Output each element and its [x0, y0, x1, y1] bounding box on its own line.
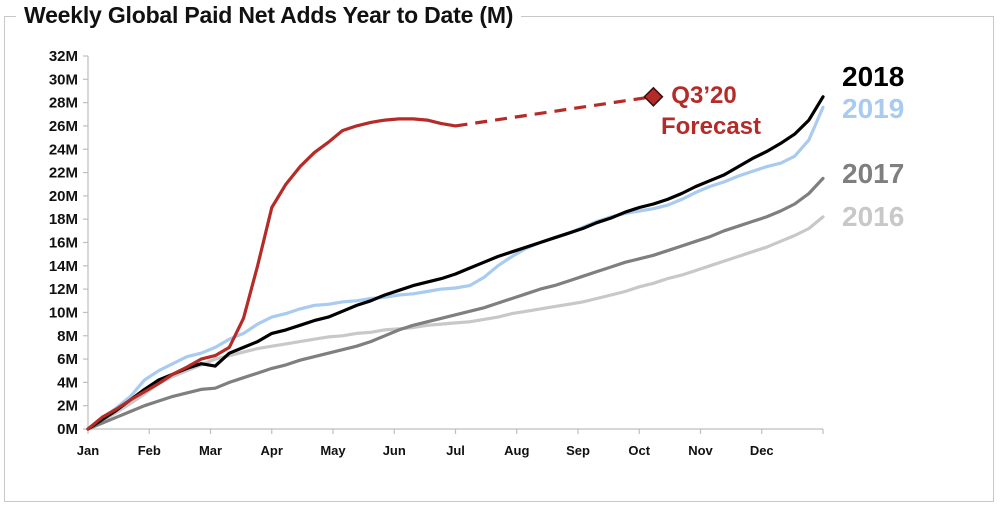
- series-label-2019: 2019: [842, 93, 904, 124]
- chart-title: Weekly Global Paid Net Adds Year to Date…: [16, 2, 522, 29]
- series-label-2017: 2017: [842, 158, 904, 189]
- y-tick-label: 22M: [49, 165, 78, 182]
- y-tick-label: 4M: [57, 374, 78, 391]
- y-tick-label: 26M: [49, 118, 78, 135]
- y-tick-label: 14M: [49, 258, 78, 275]
- forecast-label-line1: Q3’20: [671, 82, 736, 109]
- series-label-2018: 2018: [842, 61, 904, 92]
- x-tick-label: Apr: [261, 443, 283, 458]
- series-label-2016: 2016: [842, 201, 904, 232]
- x-tick-label: Aug: [504, 443, 529, 458]
- y-tick-label: 10M: [49, 304, 78, 321]
- y-tick-label: 28M: [49, 95, 78, 112]
- x-tick-label: Dec: [750, 443, 774, 458]
- y-tick-label: 24M: [49, 141, 78, 158]
- x-tick-label: Sep: [566, 443, 590, 458]
- x-tick-label: Mar: [199, 443, 222, 458]
- y-tick-label: 32M: [49, 48, 78, 65]
- x-tick-label: Oct: [628, 443, 650, 458]
- y-tick-label: 30M: [49, 71, 78, 88]
- series-line-2019: [86, 105, 825, 431]
- y-tick-label: 0M: [57, 421, 78, 438]
- x-tick-label: Jan: [77, 443, 99, 458]
- axes: 0M 2M 4M 6M 8M 10M 12M 14M 16M 18M 20M 22M 24M 26M 28M…: [49, 48, 824, 458]
- forecast-dashed-line: [455, 96, 646, 128]
- x-tick-label: Feb: [138, 443, 161, 458]
- forecast-label-line2: Forecast: [661, 113, 761, 140]
- y-tick-label: 18M: [49, 211, 78, 228]
- y-tick-label: 6M: [57, 351, 78, 368]
- x-tick-label: May: [320, 443, 346, 458]
- y-tick-label: 16M: [49, 235, 78, 252]
- forecast-annotation: Q3’20 Forecast: [455, 82, 761, 140]
- x-tick-label: Nov: [688, 443, 713, 458]
- series-line-2016: [86, 215, 825, 431]
- y-tick-label: 20M: [49, 188, 78, 205]
- y-tick-label: 12M: [49, 281, 78, 298]
- series-line-current: [86, 117, 458, 431]
- series-lines: [86, 95, 825, 431]
- forecast-point-marker: [643, 86, 664, 107]
- y-tick-label: 8M: [57, 328, 78, 345]
- series-line-2018: [86, 95, 825, 431]
- x-tick-label: Jun: [383, 443, 406, 458]
- x-tick-label: Jul: [446, 443, 465, 458]
- series-line-2017: [86, 176, 825, 431]
- y-tick-label: 2M: [57, 398, 78, 415]
